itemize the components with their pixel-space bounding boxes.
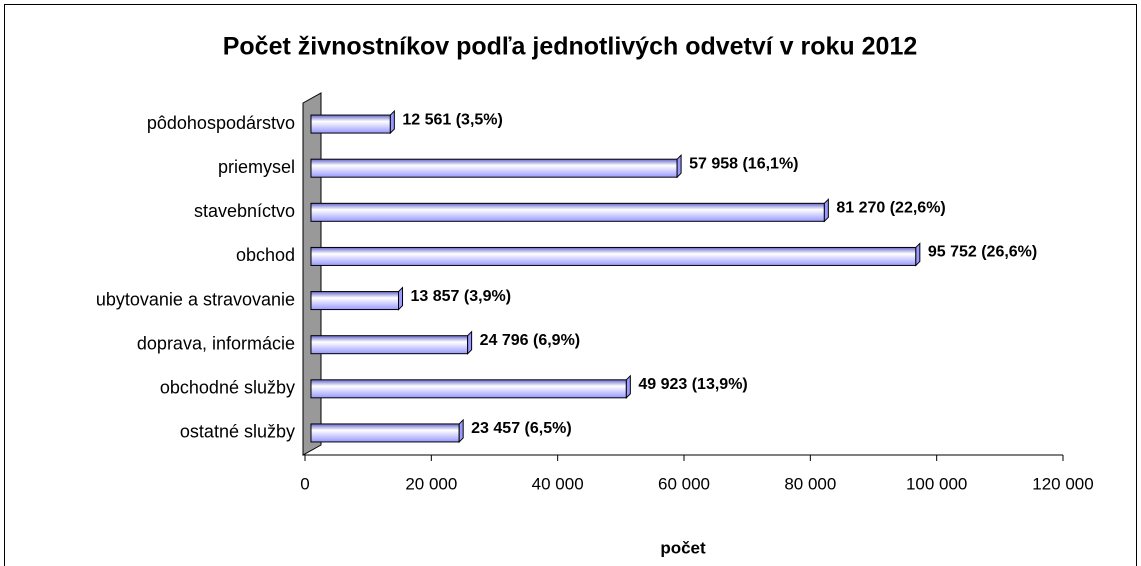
bar-side (625, 374, 631, 400)
y-tick-label: pôdohospodárstvo (147, 113, 295, 133)
bar-side (398, 286, 404, 311)
y-tick-label: ostatné služby (180, 422, 295, 442)
chart-title: Počet živnostníkov podľa jednotlivých od… (223, 33, 918, 61)
y-tick-label: doprava, informácie (137, 333, 295, 353)
bar-side (467, 330, 473, 355)
bar (310, 202, 825, 222)
value-label: 49 923 (13,9%) (638, 376, 747, 393)
y-tick-label: stavebníctvo (194, 201, 295, 221)
x-tick-label: 100 000 (906, 474, 967, 493)
x-axis-label: počet (660, 538, 706, 557)
value-label: 13 857 (3,9%) (411, 288, 512, 305)
x-tick-label: 120 000 (1032, 474, 1093, 493)
value-label: 24 796 (6,9%) (480, 332, 581, 349)
bar-side (915, 242, 921, 267)
bar (310, 158, 678, 178)
bar (310, 114, 391, 134)
x-tick-label: 20 000 (405, 474, 457, 493)
y-tick-label: ubytovanie a stravovanie (96, 289, 295, 309)
y-tick-label: priemysel (218, 157, 295, 177)
y-tick-label: obchod (236, 245, 295, 265)
x-tick-label: 0 (300, 474, 309, 493)
value-label: 95 752 (26,6%) (928, 244, 1037, 261)
bar (310, 246, 917, 266)
frame (4, 4, 1137, 566)
x-tick-label: 80 000 (784, 474, 836, 493)
x-tick-label: 60 000 (658, 474, 710, 493)
value-label: 57 958 (16,1%) (689, 155, 798, 172)
y-tick-label: obchodné služby (160, 378, 295, 398)
bar-side (389, 109, 395, 135)
bar (310, 423, 460, 443)
value-label: 23 457 (6,5%) (471, 420, 572, 437)
bar-side (676, 153, 682, 179)
wall (302, 92, 322, 456)
x-tick-label: 40 000 (532, 474, 584, 493)
bar (310, 379, 627, 399)
bar-side (458, 418, 464, 444)
bar-side (823, 198, 829, 223)
bar (310, 291, 400, 311)
value-label: 81 270 (22,6%) (836, 200, 945, 217)
value-label: 12 561 (3,5%) (402, 111, 503, 128)
bar (310, 335, 469, 355)
